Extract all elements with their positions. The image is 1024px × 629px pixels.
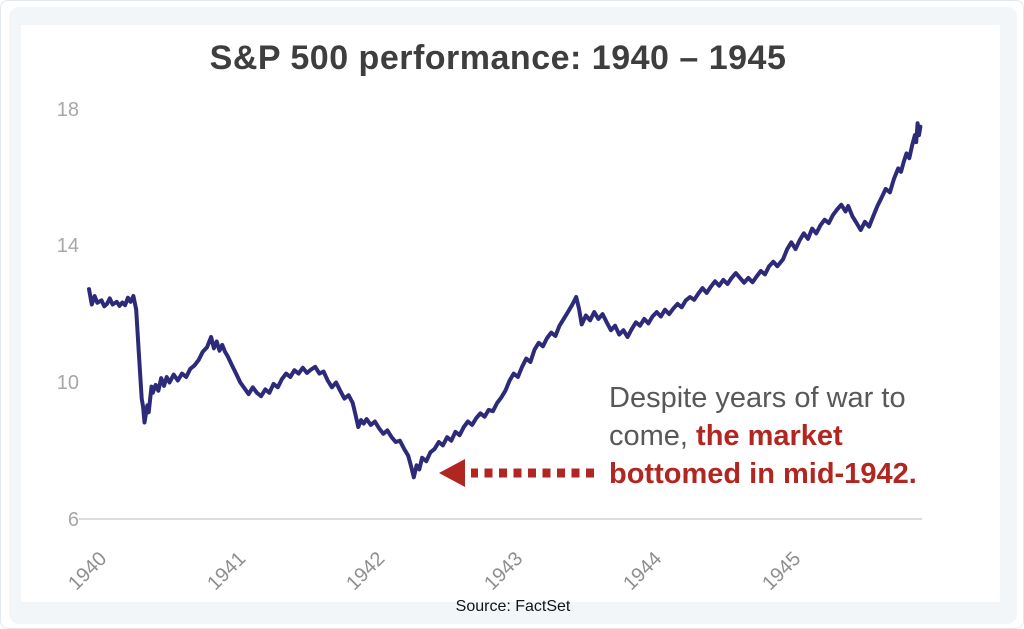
- chart-annotation: Despite years of war to come, the market…: [609, 379, 999, 493]
- y-axis-tick-label: 14: [56, 235, 79, 258]
- annotation-red-text: the market: [696, 420, 843, 452]
- y-axis-tick-label: 6: [67, 509, 79, 531]
- source-label: Source: FactSet: [455, 598, 571, 615]
- annotation-line-3: bottomed in mid-1942.: [609, 458, 917, 490]
- annotation-line-1: Despite years of war to: [609, 382, 906, 414]
- annotation-arrow-head-icon: [439, 459, 465, 487]
- y-axis-tick-label: 10: [56, 372, 79, 395]
- annotation-line-2: come, the market: [609, 420, 843, 452]
- chart-title: S&P 500 performance: 1940 – 1945: [209, 39, 787, 77]
- y-axis-tick-label: 18: [56, 98, 79, 121]
- sp500-line-series: [87, 121, 923, 480]
- chart-plot-panel: [21, 25, 1000, 602]
